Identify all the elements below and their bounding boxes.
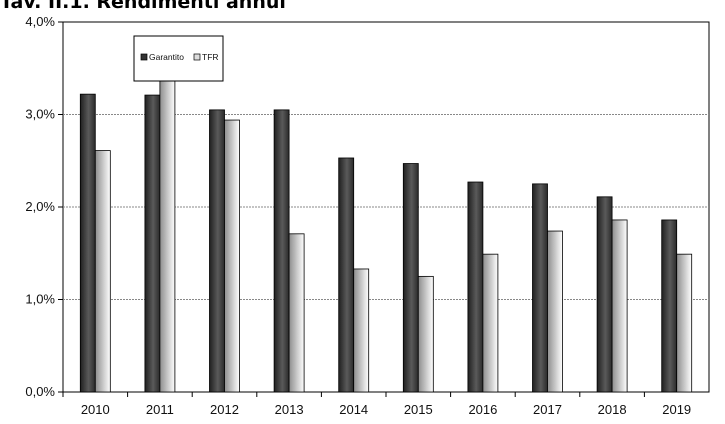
legend-box xyxy=(133,35,224,82)
x-tick-label: 2011 xyxy=(146,402,174,417)
y-tick-label: 3,0% xyxy=(25,107,55,122)
x-tick-label: 2018 xyxy=(598,402,627,417)
legend-swatch xyxy=(140,53,148,61)
x-tick-label: 2013 xyxy=(275,402,304,417)
bar-tfr xyxy=(353,268,370,393)
bar-tfr xyxy=(224,119,240,393)
bar-garantito xyxy=(79,93,96,393)
legend-label: Garantito xyxy=(149,52,184,62)
bar-tfr xyxy=(417,275,434,393)
bar-tfr xyxy=(547,230,563,393)
bar-garantito xyxy=(209,109,225,393)
bar-tfr xyxy=(288,233,305,393)
x-tick-label: 2012 xyxy=(210,402,239,417)
bar-garantito xyxy=(661,219,678,393)
y-tick-label: 4,0% xyxy=(25,14,55,29)
x-tick-label: 2019 xyxy=(662,402,691,417)
bar-tfr xyxy=(611,219,628,393)
axes: 0,0% 1,0% 2,0% 3,0% 4,0% 2010 2011 2012 2013 2014… xyxy=(25,14,691,417)
bar-garantito xyxy=(338,157,355,393)
legend-swatch xyxy=(193,53,201,61)
bar-tfr xyxy=(159,72,176,393)
legend: Garantito TFR xyxy=(133,35,224,82)
x-tick-label: 2010 xyxy=(81,402,110,417)
x-tick-label: 2017 xyxy=(533,402,562,417)
y-tick-label: 1,0% xyxy=(25,292,55,307)
bar-garantito xyxy=(532,183,548,393)
x-tick-label: 2016 xyxy=(468,402,497,417)
bar-tfr xyxy=(94,150,111,393)
bar-garantito xyxy=(467,181,484,393)
bar-garantito xyxy=(273,109,290,393)
y-tick-label: 2,0% xyxy=(25,199,55,214)
chart-title: Tav. II.1. Rendimenti annui xyxy=(0,0,286,13)
bar-garantito xyxy=(402,163,419,393)
y-tick-label: 0,0% xyxy=(25,384,55,399)
bar-tfr xyxy=(676,253,693,393)
bars xyxy=(79,72,693,393)
x-tick-label: 2014 xyxy=(339,402,368,417)
bar-garantito xyxy=(596,196,613,393)
x-tick-label: 2015 xyxy=(404,402,433,417)
legend-label: TFR xyxy=(202,52,219,62)
bar-tfr xyxy=(482,253,499,393)
bar-garantito xyxy=(144,94,161,393)
